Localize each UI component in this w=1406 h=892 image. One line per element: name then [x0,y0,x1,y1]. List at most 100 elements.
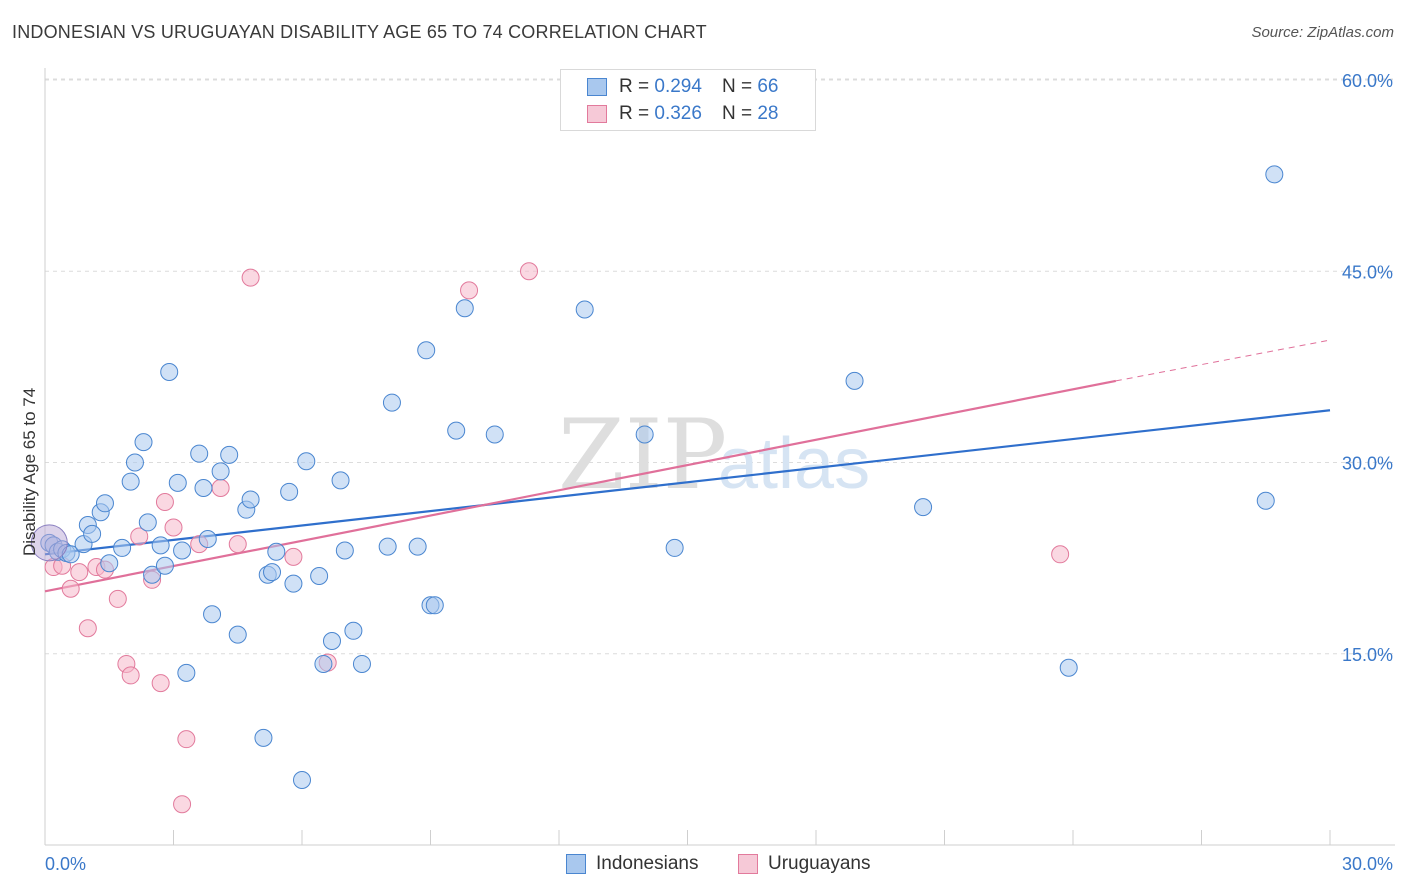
data-point-indonesians [151,536,170,555]
data-point-indonesians [190,444,209,463]
uruguayans-swatch [738,854,758,874]
data-point-indonesians [125,453,144,472]
y-tick-label: 15.0% [1342,645,1393,665]
data-point-indonesians [198,530,217,548]
legend-row-indonesians: R = 0.294 N = 66 [587,75,778,99]
data-point-uruguayans [520,262,539,281]
data-point-indonesians [173,541,192,560]
chart-title: INDONESIAN VS URUGUAYAN DISABILITY AGE 6… [12,22,707,42]
data-point-indonesians [1059,658,1078,677]
legend-r-value: 0.326 [654,103,702,124]
uruguayans-label: Uruguayans [768,853,871,874]
data-point-indonesians [425,596,444,615]
axes [44,68,1395,846]
data-point-uruguayans [284,547,303,566]
data-point-uruguayans [78,619,97,638]
y-axis-label: Disability Age 65 to 74 [20,387,39,556]
legend-r-label: R = [619,103,650,124]
legend-n-label: N = [721,103,753,124]
data-point-indonesians [263,563,282,582]
indonesians-label: Indonesians [596,853,699,874]
data-point-indonesians [1265,165,1284,184]
legend-row-uruguayans: R = 0.326 N = 28 [587,102,778,126]
data-point-indonesians [314,654,333,673]
data-point-indonesians [280,482,299,501]
data-point-uruguayans [130,527,149,546]
data-point-indonesians [113,538,132,557]
data-point-indonesians [447,421,466,440]
data-point-indonesians [310,566,329,585]
data-point-indonesians [914,498,933,517]
x-tick-label: 30.0% [1342,854,1393,874]
data-point-uruguayans [164,518,183,537]
data-point-uruguayans [61,579,80,598]
data-point-cluster [30,524,68,562]
data-point-indonesians [194,479,213,497]
data-point-uruguayans [241,268,260,287]
trend-line-indonesians [44,409,1331,556]
data-point-indonesians [254,728,273,747]
data-point-indonesians [83,524,102,543]
tick-labels: 15.0% 30.0% 45.0% 60.0% 0.0% 30.0% [45,71,1393,874]
data-point-indonesians [267,542,286,561]
data-point-indonesians [203,605,222,624]
data-point-uruguayans [211,479,230,497]
data-point-indonesians [455,299,474,318]
legend-r-value: 0.294 [654,76,702,97]
data-point-uruguayans [173,795,192,814]
data-point-indonesians [160,362,179,381]
uruguayans-swatch [587,105,607,123]
data-point-indonesians [220,445,239,464]
source-credit: Source: ZipAtlas.com [1251,24,1394,41]
data-point-uruguayans [155,493,174,512]
data-point-indonesians [665,538,684,557]
trend-lines [44,339,1331,593]
bottom-legend-uruguayans: Uruguayans [738,852,870,876]
data-point-indonesians [138,513,157,532]
data-point-indonesians [635,425,654,444]
data-point-uruguayans [177,730,196,749]
y-tick-label: 45.0% [1342,262,1393,282]
data-point-indonesians [284,574,303,593]
data-point-indonesians [485,425,504,444]
data-point-indonesians [293,770,311,789]
correlation-legend: R = 0.294 N = 66 R = 0.326 N = 28 [560,69,816,131]
trend-line-uruguayans-extension [1115,339,1331,382]
legend-n-label: N = [721,76,753,97]
data-point-indonesians [143,565,162,584]
data-point-uruguayans [460,281,479,300]
legend-r-label: R = [619,76,650,97]
data-point-uruguayans [121,666,140,685]
data-point-indonesians [845,371,864,390]
y-tick-label: 60.0% [1342,71,1393,91]
data-point-indonesians [168,473,187,492]
data-point-indonesians [408,537,427,556]
y-tick-label: 30.0% [1342,454,1393,474]
data-point-indonesians [241,490,260,509]
data-point-indonesians [417,341,436,360]
data-point-indonesians [352,654,371,673]
x-tick-label: 0.0% [45,854,86,874]
data-points [30,165,1284,814]
data-point-indonesians [331,471,350,490]
data-point-indonesians [1256,491,1275,510]
data-point-indonesians [177,663,196,682]
data-point-indonesians [335,541,354,560]
data-point-indonesians [121,472,140,491]
watermark: ZIP atlas [558,399,870,511]
data-point-uruguayans [1051,545,1070,564]
data-point-indonesians [322,632,341,650]
data-point-uruguayans [151,674,170,693]
data-point-uruguayans [108,589,127,608]
data-point-indonesians [344,621,363,640]
data-point-indonesians [134,433,153,452]
data-point-indonesians [100,554,119,573]
watermark-zip: ZIP [558,399,727,511]
legend-n-value: 28 [757,103,779,124]
data-point-uruguayans [228,535,247,554]
bottom-legend-indonesians: Indonesians [566,852,698,876]
data-point-indonesians [378,537,397,556]
indonesians-swatch [566,854,586,874]
legend-n-value: 66 [757,76,779,97]
